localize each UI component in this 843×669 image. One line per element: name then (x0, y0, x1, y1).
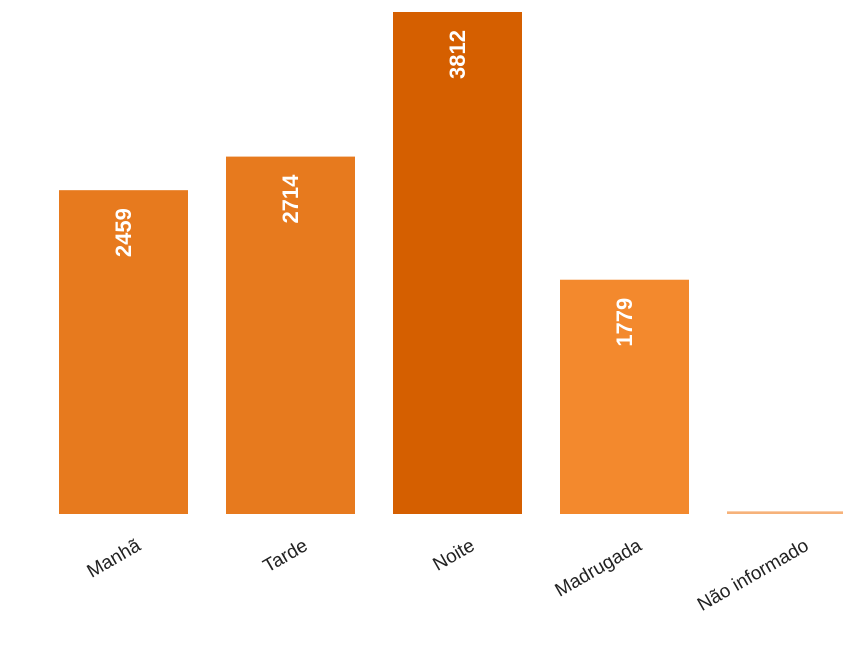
bar-3 (560, 279, 689, 514)
data-label-0: 2459 (111, 208, 136, 257)
category-label-4: Não informado (694, 535, 812, 615)
category-label-2: Noite (429, 535, 478, 575)
bar-0 (59, 190, 188, 514)
data-label-2: 3812 (445, 30, 470, 79)
bar-4 (727, 511, 843, 514)
bar-2 (393, 12, 522, 514)
data-label-3: 1779 (612, 298, 637, 347)
data-label-1: 2714 (278, 174, 303, 224)
bar-1 (226, 156, 355, 514)
category-label-0: Manhã (84, 535, 145, 582)
category-label-1: Tarde (260, 535, 312, 577)
category-label-3: Madrugada (552, 535, 646, 601)
